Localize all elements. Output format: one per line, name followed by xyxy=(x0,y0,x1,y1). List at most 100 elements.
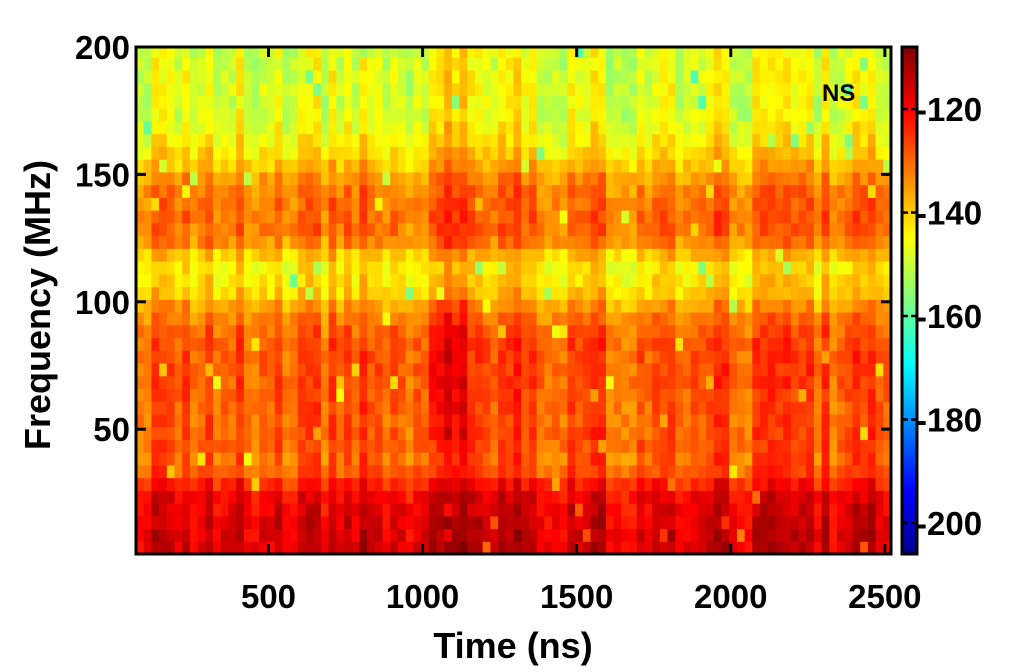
heatmap-cell xyxy=(313,388,322,402)
heatmap-cell xyxy=(883,452,892,466)
heatmap-cell xyxy=(305,337,314,351)
heatmap-cell xyxy=(729,235,738,249)
heatmap-cell xyxy=(266,439,276,453)
heatmap-cell xyxy=(259,273,268,288)
heatmap-cell xyxy=(729,388,738,402)
heatmap-cell xyxy=(821,490,830,504)
heatmap-cell xyxy=(875,452,884,466)
heatmap-cell xyxy=(813,401,823,415)
heatmap-cell xyxy=(313,210,322,224)
heatmap-cell xyxy=(575,146,584,160)
heatmap-cell xyxy=(528,261,538,275)
heatmap-cell xyxy=(428,69,438,84)
heatmap-cell xyxy=(459,503,468,517)
heatmap-cell xyxy=(243,337,253,351)
heatmap-cell xyxy=(474,452,484,466)
heatmap-cell xyxy=(498,413,507,428)
heatmap-cell xyxy=(852,82,861,97)
heatmap-cell xyxy=(544,57,553,71)
heatmap-cell xyxy=(636,337,646,351)
heatmap-cell xyxy=(266,248,276,262)
heatmap-cell xyxy=(382,197,391,211)
heatmap-cell xyxy=(213,273,222,288)
heatmap-cell xyxy=(605,235,615,249)
heatmap-cell xyxy=(783,57,792,71)
heatmap-cell xyxy=(521,490,530,504)
heatmap-cell xyxy=(598,401,607,415)
heatmap-cell xyxy=(166,503,176,517)
heatmap-cell xyxy=(675,503,684,517)
heatmap-cell xyxy=(852,95,861,109)
heatmap-cell xyxy=(243,95,253,109)
heatmap-cell xyxy=(166,222,176,237)
heatmap-cell xyxy=(428,477,438,491)
heatmap-cell xyxy=(528,413,538,428)
heatmap-cell xyxy=(798,222,807,237)
heatmap-cell xyxy=(613,146,622,160)
heatmap-cell xyxy=(405,171,414,186)
heatmap-cell xyxy=(451,197,461,211)
heatmap-cell xyxy=(344,464,353,479)
heatmap-cell xyxy=(189,477,199,491)
heatmap-cell xyxy=(467,210,476,224)
heatmap-cell xyxy=(605,47,615,58)
heatmap-cell xyxy=(536,95,545,109)
heatmap-cell xyxy=(390,197,399,211)
heatmap-cell xyxy=(844,311,854,326)
heatmap-cell xyxy=(590,362,599,377)
heatmap-cell xyxy=(852,222,861,237)
heatmap-cell xyxy=(867,350,877,364)
heatmap-cell xyxy=(359,171,368,186)
heatmap-cell xyxy=(143,184,152,198)
heatmap-cell xyxy=(721,57,730,71)
heatmap-cell xyxy=(744,375,753,389)
heatmap-cell xyxy=(682,95,692,109)
heatmap-cell xyxy=(813,350,823,364)
heatmap-cell xyxy=(736,528,746,542)
colorbar xyxy=(900,45,919,556)
heatmap-cell xyxy=(521,82,530,97)
heatmap-cell xyxy=(582,464,592,479)
heatmap-cell xyxy=(336,273,345,288)
heatmap-cell xyxy=(313,159,322,173)
heatmap-cell xyxy=(629,490,638,504)
heatmap-cell xyxy=(844,108,854,122)
heatmap-cell xyxy=(806,261,815,275)
heatmap-cell xyxy=(351,477,361,491)
heatmap-cell xyxy=(359,350,368,364)
heatmap-cell xyxy=(490,95,499,109)
heatmap-cell xyxy=(883,541,892,555)
heatmap-cell xyxy=(790,439,800,453)
heatmap-cell xyxy=(605,69,615,84)
heatmap-cell xyxy=(706,362,715,377)
heatmap-cell xyxy=(636,401,646,415)
heatmap-cell xyxy=(613,184,622,198)
heatmap-cell xyxy=(421,171,430,186)
heatmap-cell xyxy=(444,401,453,415)
heatmap-cell xyxy=(729,197,738,211)
heatmap-cell xyxy=(243,311,253,326)
heatmap-cell xyxy=(605,133,615,147)
heatmap-cell xyxy=(428,95,438,109)
heatmap-cell xyxy=(752,82,761,97)
heatmap-cell xyxy=(721,273,730,288)
heatmap-cell xyxy=(320,375,330,389)
heatmap-cell xyxy=(567,159,576,173)
heatmap-cell xyxy=(744,184,753,198)
heatmap-cell xyxy=(359,210,368,224)
heatmap-cell xyxy=(875,159,884,173)
heatmap-cell xyxy=(382,286,391,300)
heatmap-cell xyxy=(436,47,445,58)
heatmap-cell xyxy=(297,248,307,262)
heatmap-cell xyxy=(336,108,345,122)
heatmap-cell xyxy=(136,197,145,211)
heatmap-cell xyxy=(405,261,414,275)
heatmap-cell xyxy=(783,388,792,402)
heatmap-cell xyxy=(320,388,330,402)
heatmap-cell xyxy=(243,108,253,122)
heatmap-cell xyxy=(197,171,206,186)
heatmap-cell xyxy=(351,47,361,58)
heatmap-cell xyxy=(320,184,330,198)
heatmap-cell xyxy=(667,324,676,339)
heatmap-cell xyxy=(182,477,191,491)
